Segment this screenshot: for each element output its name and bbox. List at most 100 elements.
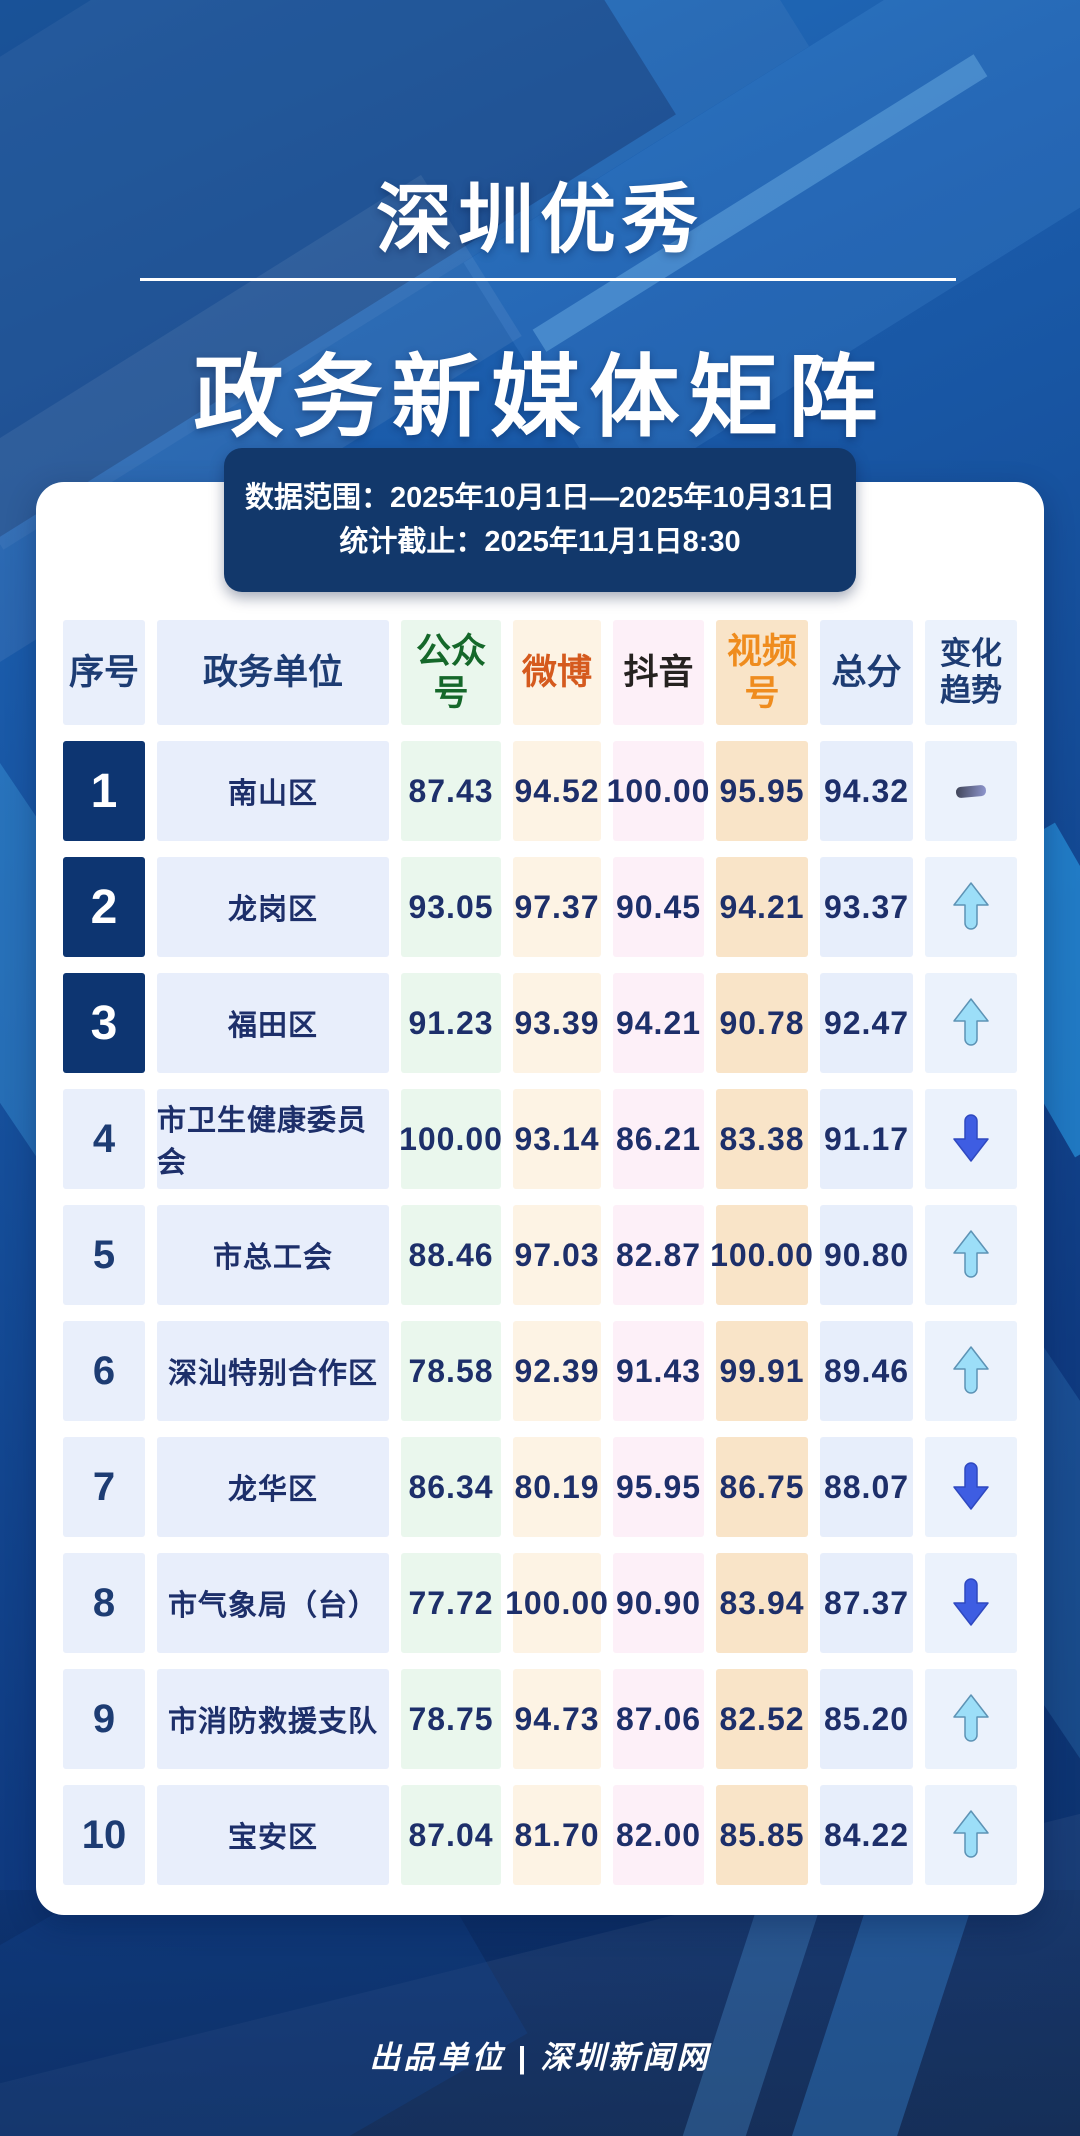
score-cell: 100.00 [607, 741, 709, 841]
rank-cell: 6 [63, 1321, 145, 1421]
column-header: 微博 [513, 620, 601, 725]
score-cell: 90.80 [820, 1205, 913, 1305]
score-cell: 93.39 [513, 973, 601, 1073]
score-cell: 93.05 [401, 857, 501, 957]
score-cell: 92.47 [820, 973, 913, 1073]
score-cell: 94.21 [613, 973, 704, 1073]
score-cell: 94.52 [513, 741, 601, 841]
score-cell: 100.00 [505, 1553, 608, 1653]
score-cell: 85.85 [716, 1785, 808, 1885]
column-header: 公众号 [401, 620, 501, 725]
trend-cell [925, 1437, 1017, 1537]
score-cell: 90.45 [613, 857, 704, 957]
column-header: 视频号 [716, 620, 808, 725]
score-cell: 83.94 [716, 1553, 808, 1653]
footer-credit: 出品单位 | 深圳新闻网 [369, 2040, 711, 2075]
score-cell: 94.32 [820, 741, 913, 841]
score-cell: 90.90 [613, 1553, 704, 1653]
trend-cell [925, 1553, 1017, 1653]
column-header: 变化 趋势 [925, 620, 1017, 725]
trend-up-icon [953, 998, 989, 1046]
score-cell: 86.75 [716, 1437, 808, 1537]
unit-cell: 市卫生健康委员会 [157, 1089, 389, 1189]
score-cell: 94.21 [716, 857, 808, 957]
score-cell: 88.07 [820, 1437, 913, 1537]
trend-down-icon [953, 1462, 989, 1510]
rank-cell: 1 [63, 741, 145, 841]
trend-cell [925, 1321, 1017, 1421]
rank-cell: 9 [63, 1669, 145, 1769]
unit-cell: 福田区 [157, 973, 389, 1073]
ranking-table: 序号 政务单位 公众号 微博 抖音 视频号 总分 变化 趋势 1 南山区 87.43 94.52 100… [63, 620, 1017, 1885]
score-cell: 84.22 [820, 1785, 913, 1885]
score-cell: 81.70 [513, 1785, 601, 1885]
score-cell: 87.37 [820, 1553, 913, 1653]
unit-cell: 市消防救援支队 [157, 1669, 389, 1769]
page-title-line2: 政务新媒体矩阵 [193, 348, 887, 448]
score-cell: 100.00 [710, 1205, 813, 1305]
unit-cell: 深汕特别合作区 [157, 1321, 389, 1421]
score-cell: 87.43 [401, 741, 501, 841]
score-cell: 94.73 [513, 1669, 601, 1769]
trend-cell [925, 1669, 1017, 1769]
trend-cell [925, 741, 1017, 841]
score-cell: 83.38 [716, 1089, 808, 1189]
score-cell: 78.75 [401, 1669, 501, 1769]
title-divider [140, 278, 956, 281]
column-header: 序号 [63, 620, 145, 725]
score-cell: 82.52 [716, 1669, 808, 1769]
trend-down-icon [953, 1578, 989, 1626]
score-cell: 82.87 [613, 1205, 704, 1305]
trend-up-icon [953, 1346, 989, 1394]
column-header: 总分 [820, 620, 913, 725]
unit-cell: 市气象局（台） [157, 1553, 389, 1653]
date-range-box: 数据范围：2025年10月1日—2025年10月31日 统计截止：2025年11… [224, 448, 856, 592]
trend-up-icon [953, 882, 989, 930]
trend-cell [925, 857, 1017, 957]
trend-cell [925, 1785, 1017, 1885]
score-cell: 99.91 [716, 1321, 808, 1421]
rank-cell: 8 [63, 1553, 145, 1653]
unit-cell: 市总工会 [157, 1205, 389, 1305]
trend-down-icon [953, 1114, 989, 1162]
score-cell: 97.37 [513, 857, 601, 957]
score-cell: 91.17 [820, 1089, 913, 1189]
unit-cell: 龙岗区 [157, 857, 389, 957]
score-cell: 77.72 [401, 1553, 501, 1653]
score-cell: 89.46 [820, 1321, 913, 1421]
trend-up-icon [953, 1694, 989, 1742]
rank-cell: 3 [63, 973, 145, 1073]
unit-cell: 龙华区 [157, 1437, 389, 1537]
score-cell: 87.04 [401, 1785, 501, 1885]
score-cell: 91.43 [613, 1321, 704, 1421]
score-cell: 97.03 [513, 1205, 601, 1305]
score-cell: 88.46 [401, 1205, 501, 1305]
rank-cell: 10 [63, 1785, 145, 1885]
column-header: 抖音 [613, 620, 704, 725]
date-range-text: 数据范围：2025年10月1日—2025年10月31日 [245, 482, 835, 514]
background-decoration [0, 1890, 1080, 2136]
score-cell: 95.95 [613, 1437, 704, 1537]
rank-cell: 5 [63, 1205, 145, 1305]
score-cell: 87.06 [613, 1669, 704, 1769]
rank-cell: 4 [63, 1089, 145, 1189]
score-cell: 85.20 [820, 1669, 913, 1769]
stats-cutoff-text: 统计截止：2025年11月1日8:30 [339, 526, 741, 558]
score-cell: 80.19 [513, 1437, 601, 1537]
score-cell: 100.00 [399, 1089, 502, 1189]
score-cell: 93.14 [513, 1089, 601, 1189]
column-header: 政务单位 [157, 620, 389, 725]
trend-flat-icon [955, 784, 987, 798]
rank-cell: 2 [63, 857, 145, 957]
score-cell: 90.78 [716, 973, 808, 1073]
trend-up-icon [953, 1230, 989, 1278]
score-cell: 91.23 [401, 973, 501, 1073]
trend-cell [925, 973, 1017, 1073]
score-cell: 93.37 [820, 857, 913, 957]
rank-cell: 7 [63, 1437, 145, 1537]
page-title-line1: 深圳优秀 [376, 178, 704, 263]
score-cell: 92.39 [513, 1321, 601, 1421]
ranking-card: 序号 政务单位 公众号 微博 抖音 视频号 总分 变化 趋势 1 南山区 87.43 94.52 100… [36, 482, 1044, 1915]
score-cell: 78.58 [401, 1321, 501, 1421]
